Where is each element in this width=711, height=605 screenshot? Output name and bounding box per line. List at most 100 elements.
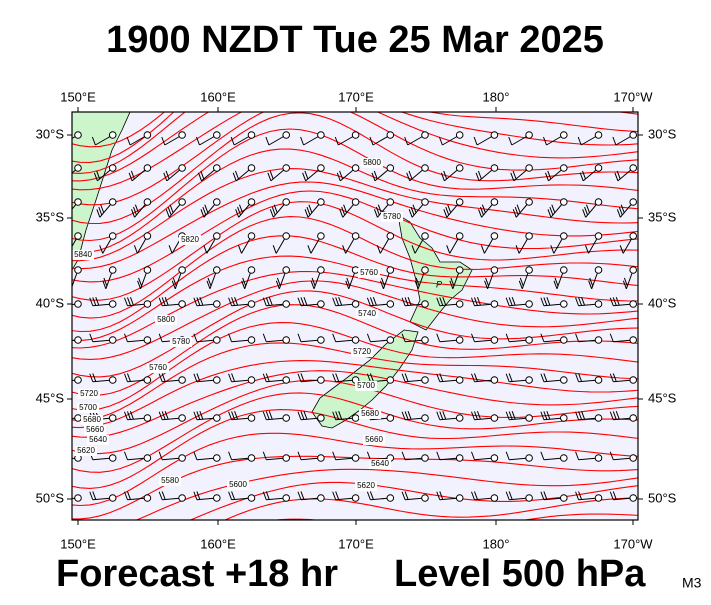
wind-barb-flag bbox=[510, 172, 515, 182]
wind-barb-flag bbox=[267, 172, 272, 182]
wind-barb-flag bbox=[473, 136, 478, 146]
station bbox=[143, 198, 152, 206]
wind-barb-flag bbox=[578, 491, 583, 500]
station bbox=[178, 414, 186, 422]
wind-barb-flag bbox=[585, 245, 589, 254]
wind-barb-flag bbox=[342, 245, 347, 254]
contour-label-box bbox=[355, 381, 377, 391]
station bbox=[143, 266, 152, 274]
station bbox=[108, 232, 117, 240]
wind-barb-flag bbox=[404, 136, 409, 146]
station bbox=[386, 131, 395, 139]
wind-barb-flag bbox=[99, 245, 104, 254]
station bbox=[386, 164, 395, 172]
contour-label-box bbox=[84, 425, 106, 435]
lat-tick-label: 45°S bbox=[648, 390, 677, 405]
wind-barb-flag bbox=[269, 209, 274, 218]
station bbox=[247, 131, 256, 139]
wind-barb-flag bbox=[512, 170, 517, 180]
contour-label: 5800 bbox=[363, 158, 381, 167]
station bbox=[317, 336, 325, 344]
wind-barb-flag bbox=[158, 297, 163, 306]
wind-barb-flag bbox=[262, 333, 267, 342]
australia-coast bbox=[72, 112, 131, 271]
station bbox=[455, 232, 464, 240]
station bbox=[74, 131, 82, 139]
station bbox=[455, 300, 464, 308]
wind-barb-flag bbox=[204, 204, 209, 213]
wind-barb-flag bbox=[303, 297, 308, 306]
wind-barb-flag bbox=[582, 170, 586, 180]
wind-barb-flag bbox=[228, 297, 233, 306]
wind-barb-flag bbox=[371, 172, 376, 182]
station bbox=[74, 232, 82, 240]
station bbox=[560, 336, 568, 344]
wind-barb-flag bbox=[165, 209, 170, 218]
station bbox=[351, 494, 360, 502]
wind-barb-flag bbox=[511, 411, 516, 420]
wind-barb-flag bbox=[369, 373, 374, 382]
wind-barb-flag bbox=[262, 451, 267, 460]
wind-barb-flag bbox=[196, 373, 201, 382]
contour-label-box bbox=[369, 459, 391, 469]
lat-tick-label: 35°S bbox=[648, 209, 677, 224]
station bbox=[386, 336, 395, 344]
wind-barb-flag bbox=[404, 411, 409, 420]
wind-barb-flag bbox=[138, 277, 143, 287]
height-contour bbox=[72, 112, 638, 225]
wind-barb-flag bbox=[473, 373, 478, 382]
wind-barb-flag bbox=[540, 491, 545, 500]
wind-barb-flag bbox=[172, 277, 177, 287]
wind-barb-flag bbox=[198, 172, 202, 182]
lat-tick-label: 45°S bbox=[36, 390, 65, 405]
height-contour bbox=[72, 128, 638, 242]
wind-barb-flag bbox=[519, 277, 524, 287]
station bbox=[351, 131, 360, 139]
wind-barb-flag bbox=[543, 297, 548, 306]
wind-barb-flag bbox=[575, 333, 580, 342]
wind-barb-flag bbox=[268, 297, 273, 306]
station bbox=[213, 376, 221, 384]
wind-barb-flag bbox=[239, 204, 243, 213]
station bbox=[560, 494, 568, 502]
wind-barb-flag bbox=[514, 206, 519, 216]
station bbox=[629, 414, 638, 422]
station bbox=[490, 300, 499, 308]
title: 1900 NZDT Tue 25 Mar 2025 bbox=[106, 19, 604, 61]
station bbox=[74, 414, 82, 422]
wind-barb-flag bbox=[439, 491, 444, 500]
wind-barb-flag bbox=[436, 297, 441, 306]
wind-barb-flag bbox=[554, 277, 559, 287]
wind-barb-flag bbox=[584, 206, 589, 216]
wind-barb-flag bbox=[161, 297, 166, 306]
station bbox=[178, 266, 186, 274]
station bbox=[317, 131, 325, 139]
wind-barb-flag bbox=[158, 451, 163, 460]
lon-tick-label: 160°E bbox=[200, 536, 236, 551]
station bbox=[455, 414, 464, 422]
wind-barb-flag bbox=[578, 411, 583, 420]
contour-label: 5580 bbox=[161, 476, 179, 485]
wind-barb-flag bbox=[96, 209, 101, 218]
wind-barb-flag bbox=[518, 280, 523, 289]
wind-barb-flag bbox=[161, 136, 166, 146]
station bbox=[317, 454, 325, 462]
station bbox=[629, 266, 638, 274]
wind-barb-flag bbox=[193, 333, 198, 342]
wind-barb-flag bbox=[346, 277, 351, 287]
wind-barb-flag bbox=[609, 333, 614, 342]
station bbox=[178, 454, 186, 462]
station bbox=[594, 131, 603, 139]
wind-barb-flag bbox=[575, 491, 580, 500]
station bbox=[594, 336, 603, 344]
station bbox=[108, 414, 117, 422]
wind-barb-flag bbox=[442, 411, 447, 420]
station bbox=[213, 414, 221, 422]
station bbox=[108, 198, 117, 206]
height-contour bbox=[223, 497, 638, 520]
lon-tick-label: 170°W bbox=[613, 536, 653, 551]
wind-barb-flag bbox=[89, 373, 94, 382]
wind-barb-flag bbox=[615, 411, 620, 420]
wind-barb-flag bbox=[126, 136, 131, 146]
station bbox=[247, 454, 256, 462]
